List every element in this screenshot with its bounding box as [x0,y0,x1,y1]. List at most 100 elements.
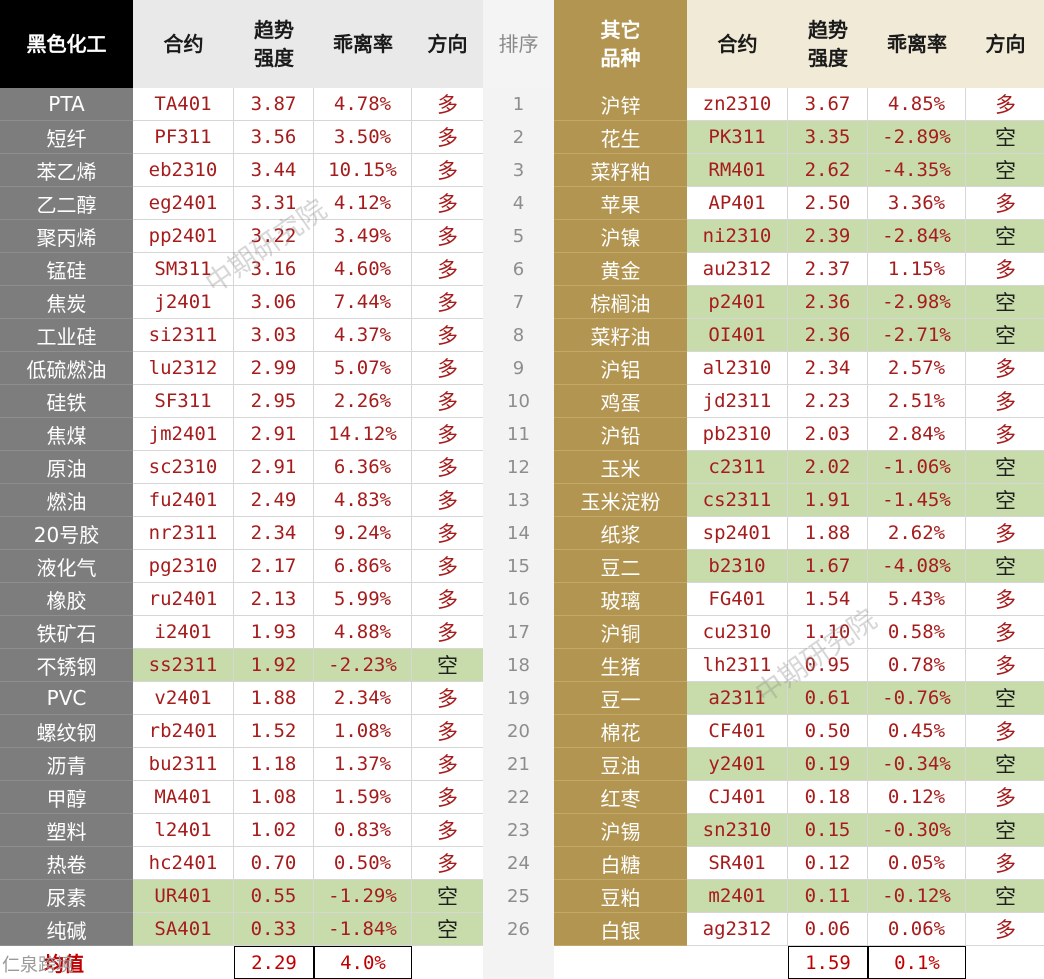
left-contract-code: hc2401 [133,847,234,880]
footer-rank-blank [483,946,554,979]
right-direction: 多 [966,352,1044,385]
left-average-trend: 2.29 [234,946,314,979]
header-left-trend: 趋势强度 [234,0,314,88]
right-variety-name: 玉米淀粉 [554,484,687,517]
left-deviation-value: -2.23% [314,649,412,682]
left-variety-name: 工业硅 [0,319,133,352]
left-variety-name: 短纤 [0,121,133,154]
rank-number: 19 [483,682,554,715]
left-trend-value: 3.16 [234,253,314,286]
right-variety-name: 黄金 [554,253,687,286]
right-trend-value: 0.95 [788,649,868,682]
left-variety-name: 低硫燃油 [0,352,133,385]
left-trend-value: 3.44 [234,154,314,187]
right-variety-name: 沪锡 [554,814,687,847]
left-variety-name: 不锈钢 [0,649,133,682]
right-contract-code: a2311 [687,682,788,715]
right-direction: 多 [966,187,1044,220]
right-variety-name: 沪铝 [554,352,687,385]
right-deviation-value: 2.84% [868,418,966,451]
right-variety-name: 红枣 [554,781,687,814]
right-contract-code: b2310 [687,550,788,583]
rank-number: 9 [483,352,554,385]
right-trend-value: 3.67 [788,88,868,121]
right-deviation-value: 4.85% [868,88,966,121]
right-deviation-value: -0.12% [868,880,966,913]
left-trend-value: 3.06 [234,286,314,319]
rank-number: 2 [483,121,554,154]
left-deviation-value: 2.26% [314,385,412,418]
right-deviation-value: -4.35% [868,154,966,187]
right-direction: 多 [966,616,1044,649]
left-variety-name: 乙二醇 [0,187,133,220]
left-direction: 多 [412,583,483,616]
right-trend-value: 2.03 [788,418,868,451]
right-deviation-value: -2.89% [868,121,966,154]
left-trend-value: 1.92 [234,649,314,682]
right-trend-value: 2.34 [788,352,868,385]
left-contract-code: v2401 [133,682,234,715]
left-trend-value: 0.55 [234,880,314,913]
right-trend-value: 0.18 [788,781,868,814]
right-deviation-value: -2.71% [868,319,966,352]
left-variety-name: 焦炭 [0,286,133,319]
right-trend-value: 2.36 [788,286,868,319]
rank-number: 14 [483,517,554,550]
left-direction: 空 [412,649,483,682]
header-right-contract: 合约 [687,0,788,88]
left-direction: 多 [412,682,483,715]
left-direction: 空 [412,880,483,913]
right-contract-code: lh2311 [687,649,788,682]
left-trend-value: 3.03 [234,319,314,352]
left-variety-name: 液化气 [0,550,133,583]
right-contract-code: al2310 [687,352,788,385]
left-variety-name: 苯乙烯 [0,154,133,187]
right-contract-code: RM401 [687,154,788,187]
rank-number: 5 [483,220,554,253]
right-deviation-value: 0.45% [868,715,966,748]
right-direction: 空 [966,814,1044,847]
left-contract-code: TA401 [133,88,234,121]
left-trend-value: 2.34 [234,517,314,550]
left-contract-code: ss2311 [133,649,234,682]
right-trend-value: 1.67 [788,550,868,583]
left-deviation-value: 14.12% [314,418,412,451]
left-deviation-value: 4.88% [314,616,412,649]
right-deviation-value: 5.43% [868,583,966,616]
right-contract-code: au2312 [687,253,788,286]
header-right-trend-text: 趋势强度 [808,18,848,70]
left-trend-value: 1.93 [234,616,314,649]
right-contract-code: cs2311 [687,484,788,517]
left-variety-name: 硅铁 [0,385,133,418]
right-variety-name: 豆粕 [554,880,687,913]
left-direction: 多 [412,814,483,847]
right-variety-name: 沪铜 [554,616,687,649]
left-deviation-value: 1.37% [314,748,412,781]
footer-blank [966,946,1044,979]
left-direction: 多 [412,220,483,253]
right-trend-value: 0.11 [788,880,868,913]
right-trend-value: 0.15 [788,814,868,847]
right-trend-value: 2.36 [788,319,868,352]
left-deviation-value: 0.50% [314,847,412,880]
right-contract-code: CJ401 [687,781,788,814]
left-variety-name: 橡胶 [0,583,133,616]
left-direction: 多 [412,187,483,220]
left-trend-value: 1.08 [234,781,314,814]
right-variety-name: 菜籽粕 [554,154,687,187]
rank-number: 25 [483,880,554,913]
left-contract-code: pg2310 [133,550,234,583]
rank-number: 11 [483,418,554,451]
left-direction: 多 [412,286,483,319]
left-variety-name: PVC [0,682,133,715]
left-deviation-value: 4.12% [314,187,412,220]
left-contract-code: eb2310 [133,154,234,187]
left-trend-value: 1.18 [234,748,314,781]
header-left-trend-text: 趋势强度 [254,18,294,70]
rank-number: 3 [483,154,554,187]
left-trend-value: 3.56 [234,121,314,154]
right-direction: 多 [966,253,1044,286]
right-variety-name: 沪锌 [554,88,687,121]
rank-number: 7 [483,286,554,319]
rank-number: 8 [483,319,554,352]
